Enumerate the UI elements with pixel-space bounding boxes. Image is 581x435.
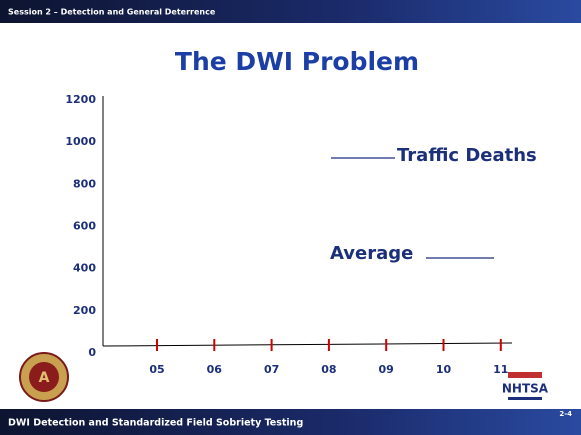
y-tick-label: 1000: [65, 135, 96, 148]
y-tick-label: 800: [73, 177, 96, 190]
x-tick-label: 11: [493, 363, 508, 376]
y-tick-label: 1200: [65, 93, 96, 106]
y-tick-label: 400: [73, 262, 96, 275]
slide-title: The DWI Problem: [175, 47, 419, 76]
x-tick-label: 08: [321, 363, 336, 376]
svg-text:NHTSA: NHTSA: [502, 382, 549, 396]
y-tick-label: 200: [73, 304, 96, 317]
x-tick-label: 09: [379, 363, 394, 376]
x-tick-label: 07: [264, 363, 279, 376]
chart: Traffic Deaths Average 0 200 400 600 800 1000…: [65, 93, 536, 376]
page-number: 2-4: [559, 410, 572, 418]
nhtsa-logo: NHTSA: [502, 372, 549, 400]
footer-text: DWI Detection and Standardized Field Sob…: [8, 418, 303, 429]
annotation: Traffic Deaths: [397, 145, 537, 166]
header-text: Session 2 – Detection and General Deterr…: [8, 8, 216, 17]
annotation: Average: [330, 243, 413, 264]
seal-logo: A: [19, 352, 69, 402]
svg-text:A: A: [39, 370, 50, 386]
footer-bar: [0, 409, 581, 435]
x-tick-label: 06: [207, 363, 223, 376]
x-tick-label: 05: [149, 363, 164, 376]
header-bar: [0, 0, 581, 23]
y-tick-label: 0: [88, 346, 96, 359]
y-tick-label: 600: [73, 220, 96, 233]
x-tick-label: 10: [436, 363, 452, 376]
x-axis: [102, 342, 513, 347]
